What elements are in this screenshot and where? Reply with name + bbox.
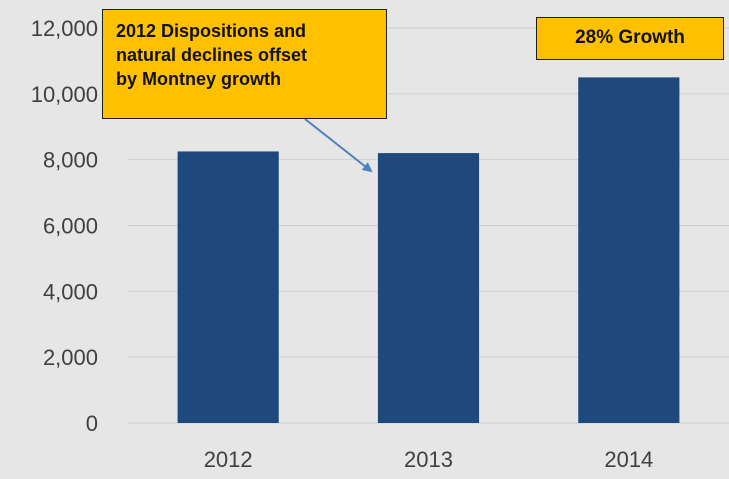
x-tick-label: 2014 <box>604 447 653 472</box>
annotation-arrow <box>304 118 373 173</box>
annotation-dispositions: 2012 Dispositions and natural declines o… <box>102 9 387 119</box>
y-tick-label: 10,000 <box>31 82 98 107</box>
arrow-line <box>304 118 373 173</box>
y-tick-label: 6,000 <box>43 214 98 239</box>
y-tick-label: 12,000 <box>31 16 98 41</box>
annotation-growth: 28% Growth <box>536 17 724 60</box>
bar-2014 <box>578 77 680 423</box>
y-tick-label: 2,000 <box>43 345 98 370</box>
x-axis-tick-labels: 2012 2013 2014 <box>204 447 654 472</box>
bar-2012 <box>177 151 279 423</box>
y-tick-label: 4,000 <box>43 279 98 304</box>
y-tick-label: 8,000 <box>43 148 98 173</box>
bars <box>177 77 680 424</box>
bar-2013 <box>377 153 480 424</box>
annotation-line: by Montney growth <box>116 69 281 89</box>
annotation-line: natural declines offset <box>116 45 308 65</box>
y-tick-label: 0 <box>86 411 98 436</box>
x-tick-label: 2013 <box>404 447 453 472</box>
x-tick-label: 2012 <box>204 447 253 472</box>
y-axis-tick-labels: 0 2,000 4,000 6,000 8,000 10,000 12,000 <box>31 16 98 436</box>
annotation-line: 2012 Dispositions and <box>116 21 307 41</box>
